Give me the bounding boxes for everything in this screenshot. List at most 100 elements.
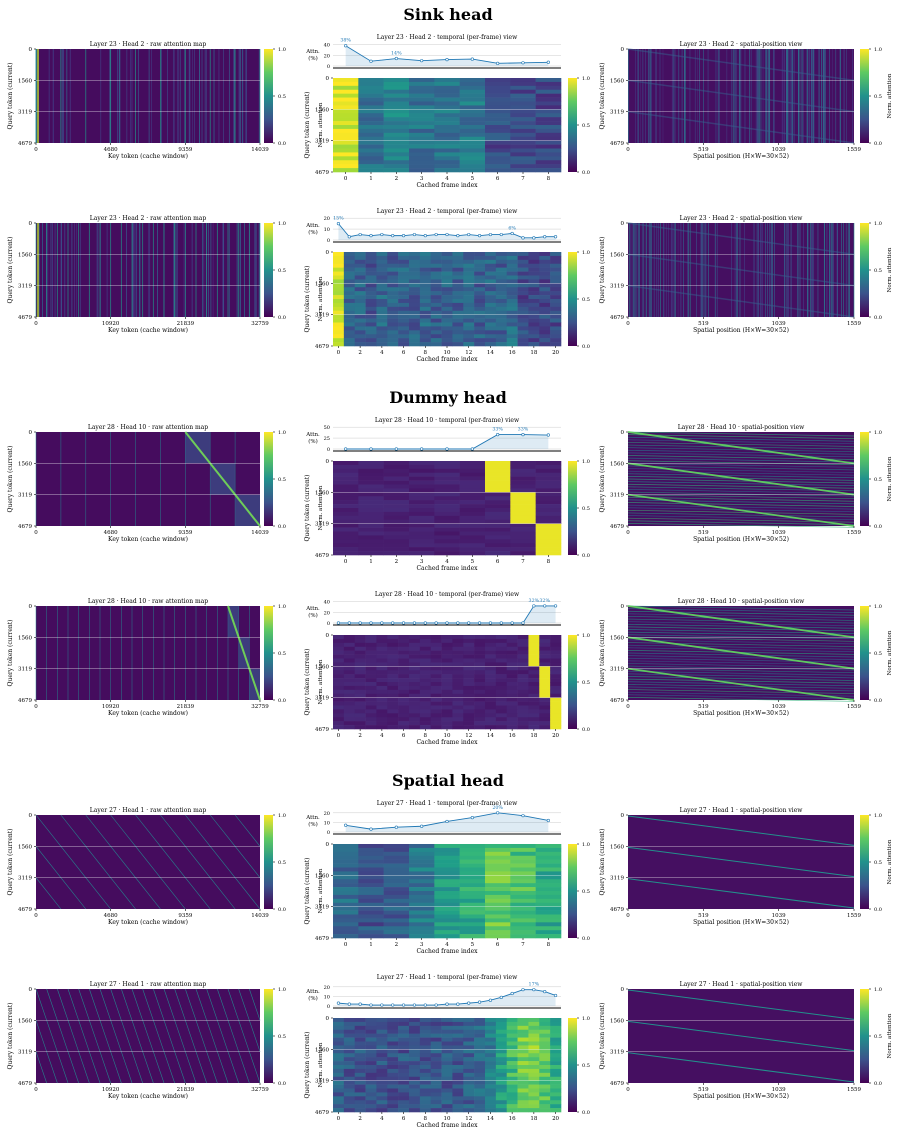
colorbar-tick-label: 0.0 — [582, 170, 590, 176]
frame-cell — [474, 642, 486, 648]
frame-cell — [343, 1025, 356, 1031]
frame-cell — [419, 674, 432, 679]
frame-cell — [506, 701, 518, 706]
frame-cell — [354, 713, 366, 718]
frame-cell — [452, 658, 464, 663]
frame-cell — [535, 476, 562, 481]
frame-cell — [463, 646, 475, 651]
frame-cell — [387, 1076, 399, 1081]
frame-cell — [474, 701, 486, 706]
colorbar-tick-label: 1.0 — [278, 813, 286, 819]
frame-cell — [485, 906, 511, 911]
frame-cell — [376, 334, 388, 339]
y-axis-label: Query token (current) — [599, 446, 606, 513]
y-tick-label: 3119 — [18, 1050, 32, 1056]
x-tick-label: 2 — [358, 1116, 362, 1122]
frame-cell — [419, 279, 432, 284]
frame-cell — [517, 318, 529, 323]
x-tick-label: 1 — [369, 559, 373, 565]
frame-cell — [358, 910, 384, 915]
frame-cell — [506, 693, 518, 698]
frame-cell — [354, 330, 366, 335]
frame-cell — [409, 342, 421, 347]
frame-cell — [430, 342, 442, 347]
frame-cell — [441, 1100, 453, 1105]
frame-cell — [358, 121, 384, 126]
spatial-diagonal — [57, 988, 69, 1021]
frame-cell — [343, 295, 356, 300]
frame-cell — [535, 887, 562, 892]
frame-cell — [463, 326, 475, 331]
frame-cell — [376, 689, 388, 695]
frame-cell — [506, 1072, 518, 1078]
frame-cell — [358, 152, 384, 157]
frame-cell — [343, 1108, 356, 1113]
colorbar-tick-label: 0.0 — [874, 698, 882, 704]
frame-cell — [459, 461, 486, 466]
line-point — [391, 1003, 395, 1007]
frame-cell — [333, 844, 359, 849]
frame-cell — [434, 472, 460, 477]
colorbar-tick-label: 0.5 — [278, 1034, 286, 1040]
line-data-label: 20% — [492, 805, 503, 811]
frame-cell — [419, 1041, 432, 1046]
frame-cell — [459, 551, 486, 556]
frame-cell — [419, 1084, 432, 1089]
frame-cell — [441, 287, 453, 292]
line-point — [434, 1003, 438, 1007]
frame-cell — [506, 666, 518, 671]
frame-cell — [510, 148, 536, 153]
colorbar-tick-label: 0.0 — [874, 141, 882, 147]
frame-cell — [539, 662, 551, 667]
frame-cell — [430, 666, 442, 671]
x-tick-label: 4680 — [104, 147, 118, 153]
spatial-panel-title: Layer 23 · Head 2 · spatial-position vie… — [680, 215, 804, 222]
frame-cell — [506, 1033, 518, 1038]
frame-cell — [485, 263, 497, 268]
frame-cell — [383, 156, 410, 161]
frame-cell — [506, 635, 518, 640]
frame-cell — [387, 252, 399, 257]
frame-cell — [463, 693, 475, 698]
frame-cell — [459, 844, 486, 849]
colorbar-tick-label: 0.5 — [874, 651, 882, 657]
frame-cell — [409, 1021, 421, 1027]
y-tick-label: 1560 — [18, 78, 32, 84]
frame-cell — [517, 682, 529, 687]
colorbar-label: Norm. attention — [318, 276, 324, 321]
frame-cell — [383, 160, 410, 165]
frame-cell — [441, 295, 453, 300]
line-point — [344, 447, 348, 451]
frame-cell — [333, 638, 345, 644]
frame-cell — [452, 713, 464, 718]
frame-cell — [419, 682, 432, 687]
frame-cell — [430, 685, 442, 691]
frame-cell — [376, 705, 388, 710]
frame-cell — [434, 511, 460, 517]
line-point — [456, 621, 460, 625]
line-point — [380, 1003, 384, 1007]
frame-cell — [459, 863, 486, 868]
frame-cell — [517, 697, 529, 702]
frame-cell — [463, 322, 475, 327]
frame-cell — [535, 484, 562, 489]
frame-cell — [485, 922, 511, 927]
frame-cell — [409, 855, 435, 860]
frame-cell — [495, 291, 508, 296]
spatial-diagonal — [135, 846, 161, 878]
frame-cell — [383, 519, 410, 524]
frame-cell — [452, 291, 464, 296]
frame-cell — [528, 322, 540, 327]
frame-cell — [398, 1088, 410, 1093]
frame-cell — [365, 1041, 377, 1046]
frame-cell — [441, 1018, 453, 1023]
frame-cell — [343, 725, 356, 730]
frame-cell — [430, 1041, 442, 1046]
frame-cell — [506, 638, 518, 644]
spatial-diagonal — [627, 846, 855, 878]
frame-cell — [358, 168, 384, 173]
spatial-stripe — [627, 694, 855, 700]
frame-cell — [485, 318, 497, 323]
frame-cell — [409, 519, 435, 524]
spatial-stripe — [627, 473, 855, 479]
